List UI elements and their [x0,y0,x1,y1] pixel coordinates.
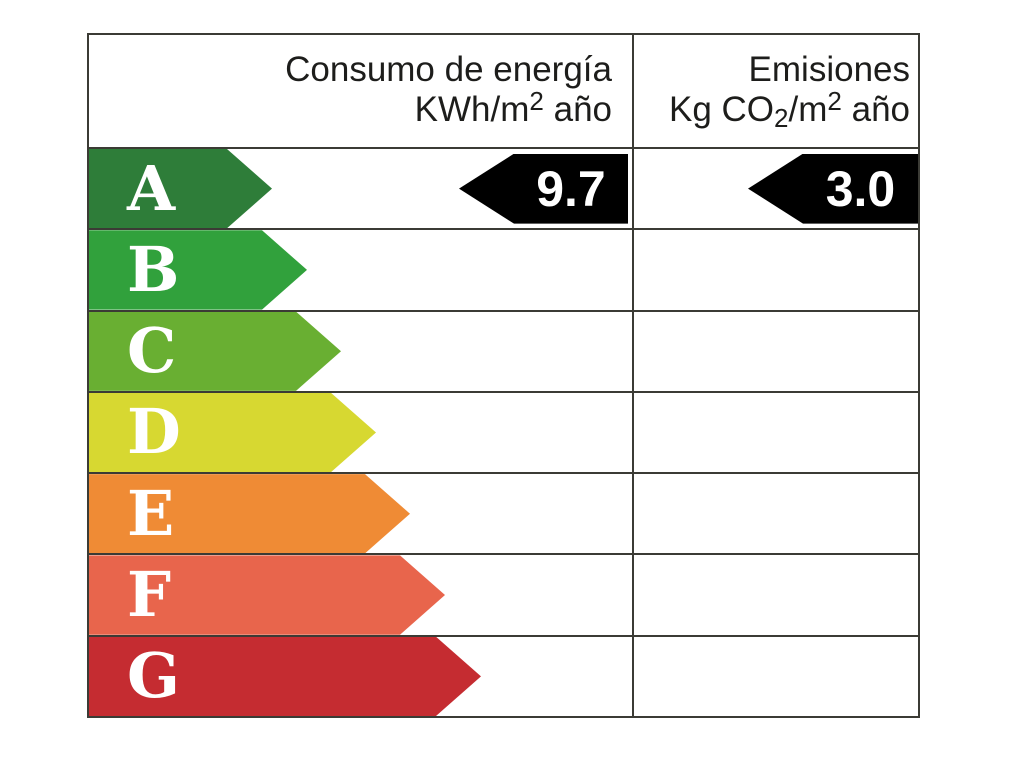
consumption-cell-d: D [89,393,632,472]
header-emissions-units: Kg CO2/m2 año [669,86,910,133]
emissions-cell-g [632,636,918,716]
emissions-cell-e [632,474,918,554]
rating-arrow-f: F [89,555,445,634]
table-header: Consumo de energía KWh/m2 año Emisiones … [89,35,918,147]
consumption-cell-e: E [89,474,632,553]
rating-arrow-g: G [89,637,481,716]
consumption-cell-c: C [89,312,632,391]
emissions-cell-f [632,555,918,635]
rating-row-g: G [89,634,918,716]
emissions-cell-c [632,311,918,391]
rating-arrow-e: E [89,474,410,553]
consumption-cell-g: G [89,637,632,716]
consumption-value-arrow: 9.7 [459,153,628,224]
emissions-value-arrow: 3.0 [748,153,918,224]
rating-row-c: C [89,309,918,391]
rating-arrow-d: D [89,393,376,472]
header-consumption-title: Consumo de energía [285,50,612,89]
emissions-cell-a: 3.0 [632,149,918,229]
rating-row-e: E [89,472,918,554]
consumption-value: 9.7 [536,160,606,217]
rating-rows: A 9.7 3.0 B [89,147,918,716]
emissions-cell-d [632,392,918,473]
rating-letter-a: A [127,151,176,225]
rating-row-d: D [89,390,918,473]
rating-letter-f: F [127,558,172,632]
consumption-cell-b: B [89,230,632,309]
rating-arrow-c: C [89,312,341,391]
rating-row-f: F [89,553,918,635]
header-consumption-column: Consumo de energía KWh/m2 año [89,35,632,147]
consumption-cell-a: A 9.7 [89,149,632,228]
rating-arrow-b: B [89,230,307,309]
consumption-cell-f: F [89,555,632,634]
header-emissions-title: Emisiones [748,50,910,89]
rating-row-b: B [89,228,918,310]
emissions-cell-b [632,230,918,310]
rating-letter-g: G [127,639,180,713]
rating-letter-c: C [127,314,177,388]
emissions-value: 3.0 [825,160,896,217]
rating-letter-d: D [127,395,181,469]
rating-row-a: A 9.7 3.0 [89,147,918,229]
header-consumption-units: KWh/m2 año [414,86,612,129]
rating-arrow-a: A [89,149,272,228]
rating-letter-e: E [127,476,175,550]
energy-rating-table: Consumo de energía KWh/m2 año Emisiones … [87,33,920,718]
rating-letter-b: B [127,232,180,306]
header-emissions-column: Emisiones Kg CO2/m2 año [632,35,918,147]
